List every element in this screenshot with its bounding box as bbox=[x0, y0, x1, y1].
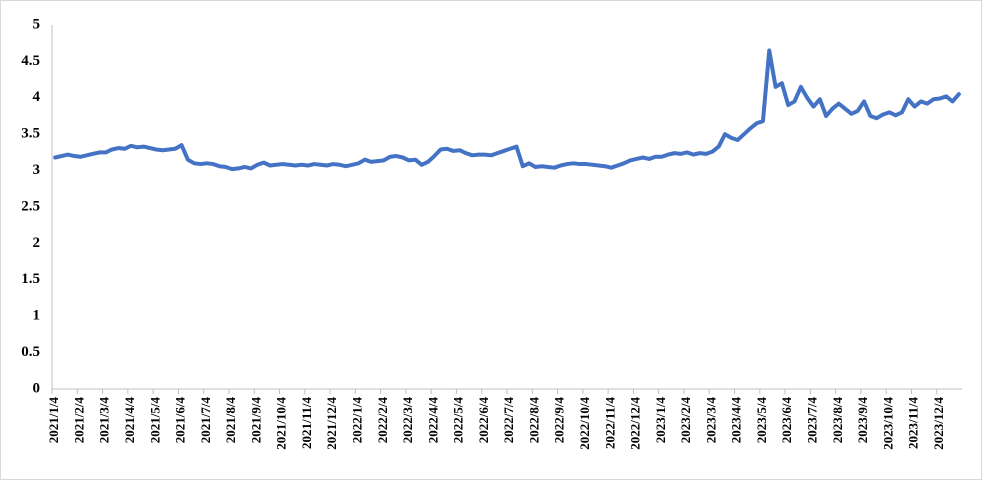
x-tick-label: 2022/4/4 bbox=[425, 397, 440, 444]
x-tick-label: 2022/9/4 bbox=[552, 397, 567, 444]
x-tick-label: 2022/6/4 bbox=[476, 397, 491, 444]
x-tick-label: 2023/5/4 bbox=[754, 397, 769, 444]
y-tick-label: 4.5 bbox=[21, 53, 40, 69]
y-tick-label: 3 bbox=[33, 162, 41, 178]
x-tick-label: 2023/6/4 bbox=[779, 397, 794, 444]
x-tick-label: 2023/3/4 bbox=[703, 397, 718, 444]
x-tick-label: 2023/2/4 bbox=[678, 397, 693, 444]
x-tick-label: 2022/10/4 bbox=[577, 397, 592, 450]
y-tick-label: 4 bbox=[33, 89, 41, 105]
x-tick-label: 2023/9/4 bbox=[855, 397, 870, 444]
x-tick-label: 2022/2/4 bbox=[375, 397, 390, 444]
x-tick-label: 2021/3/4 bbox=[97, 397, 112, 444]
y-tick-label: 2 bbox=[33, 235, 41, 251]
x-tick-label: 2022/12/4 bbox=[628, 397, 643, 450]
x-tick-label: 2023/11/4 bbox=[906, 397, 921, 450]
x-tick-label: 2023/4/4 bbox=[729, 397, 744, 444]
x-tick-label: 2023/7/4 bbox=[804, 397, 819, 444]
x-tick-label: 2021/10/4 bbox=[274, 397, 289, 450]
x-tick-label: 2021/2/4 bbox=[71, 397, 86, 444]
y-tick-label: 0.5 bbox=[21, 344, 40, 360]
series-line bbox=[53, 48, 961, 172]
x-tick-label: 2022/5/4 bbox=[451, 397, 466, 444]
x-tick-label: 2021/7/4 bbox=[198, 397, 213, 444]
x-tick-label: 2021/5/4 bbox=[147, 397, 162, 444]
y-tick-label: 1 bbox=[33, 308, 41, 324]
x-tick-label: 2023/12/4 bbox=[931, 397, 946, 450]
x-tick-label: 2022/8/4 bbox=[526, 397, 541, 444]
x-tick-label: 2021/12/4 bbox=[324, 397, 339, 450]
y-tick-label: 2.5 bbox=[21, 198, 40, 214]
x-tick-label: 2022/11/4 bbox=[602, 397, 617, 450]
y-tick-label: 0 bbox=[33, 380, 41, 396]
x-tick-label: 2021/8/4 bbox=[223, 397, 238, 444]
y-tick-label: 1.5 bbox=[21, 271, 40, 287]
x-tick-label: 2021/11/4 bbox=[299, 397, 314, 450]
x-tick-label: 2021/9/4 bbox=[248, 397, 263, 444]
y-tick-label: 3.5 bbox=[21, 126, 40, 142]
y-tick-label: 5 bbox=[33, 16, 41, 32]
x-tick-label: 2023/8/4 bbox=[830, 397, 845, 444]
x-tick-label: 2021/4/4 bbox=[122, 397, 137, 444]
x-tick-label: 2022/3/4 bbox=[400, 397, 415, 444]
x-tick-label: 2021/6/4 bbox=[173, 397, 188, 444]
x-tick-label: 2023/10/4 bbox=[880, 397, 895, 450]
x-tick-label: 2023/1/4 bbox=[653, 397, 668, 444]
x-tick-label: 2022/7/4 bbox=[501, 397, 516, 444]
x-tick-label: 2022/1/4 bbox=[349, 397, 364, 444]
x-tick-label: 2021/1/4 bbox=[46, 397, 61, 444]
